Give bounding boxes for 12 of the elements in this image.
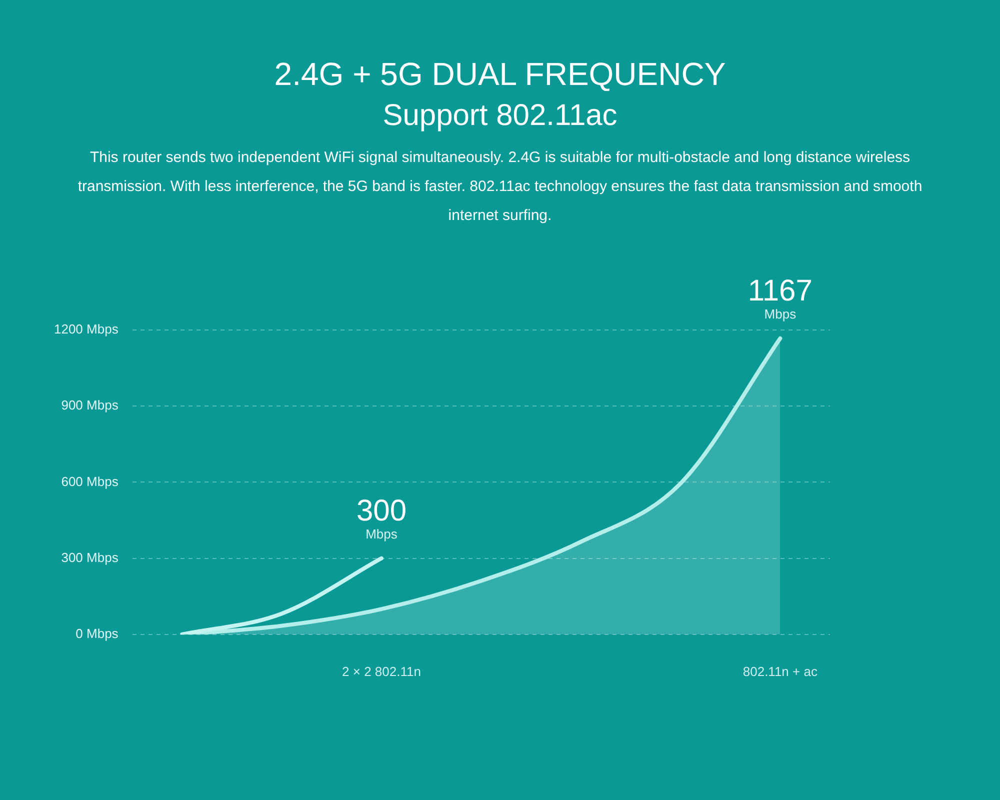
y-tick-label: 300 Mbps: [61, 550, 119, 565]
y-tick-label: 600 Mbps: [61, 474, 119, 489]
y-tick-label: 1200 Mbps: [54, 322, 119, 337]
chart-subtitle: Support 802.11ac: [382, 99, 618, 133]
y-tick-label: 900 Mbps: [61, 398, 119, 413]
chart-title: 2.4G + 5G DUAL FREQUENCY: [273, 55, 727, 93]
x-tick-label: 2 × 2 802.11n: [342, 664, 421, 679]
y-tick-label: 0 Mbps: [76, 626, 119, 641]
text: This router sends two independent WiFi signal simultaneously. 2.4G is suitable for multi-obstacle and long distance wireless transmission. With less interference, the 5G band is faster. 802.11ac technology ensures the fast data transmission and smooth internet surfing.: [76, 148, 924, 226]
data-label: 300 Mbps: [356, 494, 407, 542]
data-label: 1167 Mbps: [748, 274, 812, 322]
x-tick-label: 802.11n + ac: [742, 664, 818, 679]
